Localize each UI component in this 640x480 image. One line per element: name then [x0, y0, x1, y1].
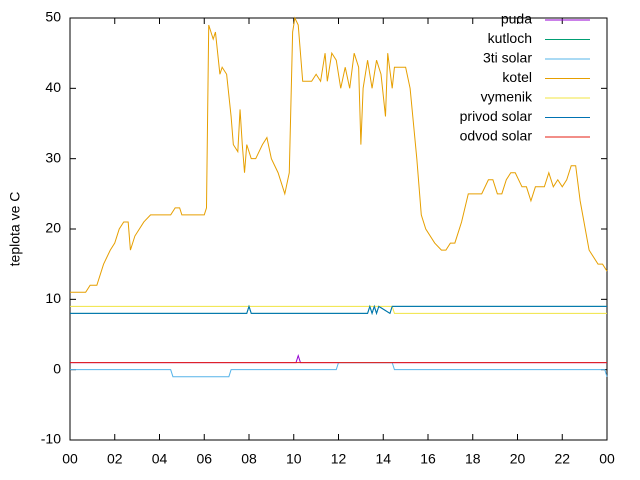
y-axis-label: teplota ve C — [7, 192, 23, 267]
series-line — [70, 305, 607, 314]
legend-label: privod solar — [460, 108, 533, 124]
x-tick-label: 08 — [241, 451, 257, 467]
y-tick-label: -10 — [41, 431, 61, 447]
x-tick-label: 02 — [107, 451, 123, 467]
legend-label: 3ti solar — [483, 50, 532, 66]
legend-label: kotel — [502, 69, 532, 85]
y-tick-label: 30 — [45, 149, 61, 165]
y-tick-label: 20 — [45, 220, 61, 236]
legend-label: kutloch — [488, 30, 532, 46]
y-tick-label: 10 — [45, 290, 61, 306]
x-tick-label: 18 — [465, 451, 481, 467]
x-tick-label: 00 — [62, 451, 78, 467]
series-line — [70, 304, 607, 316]
y-tick-label: 0 — [53, 360, 61, 376]
y-tick-label: 40 — [45, 79, 61, 95]
x-tick-label: 16 — [420, 451, 436, 467]
x-tick-label: 06 — [196, 451, 212, 467]
x-tick-label: 14 — [375, 451, 391, 467]
series-line — [70, 353, 607, 364]
legend-label: vymenik — [481, 89, 533, 105]
series-line — [70, 16, 608, 293]
x-tick-label: 10 — [286, 451, 302, 467]
series-line — [70, 304, 607, 316]
legend-label: odvod solar — [460, 128, 533, 144]
x-tick-label: 00 — [599, 451, 615, 467]
series-line — [70, 362, 608, 378]
x-tick-label: 04 — [152, 451, 168, 467]
legend-label: puda — [501, 11, 532, 27]
y-tick-label: 50 — [45, 9, 61, 25]
x-tick-label: 22 — [554, 451, 570, 467]
x-tick-label: 20 — [510, 451, 526, 467]
x-tick-label: 12 — [331, 451, 347, 467]
